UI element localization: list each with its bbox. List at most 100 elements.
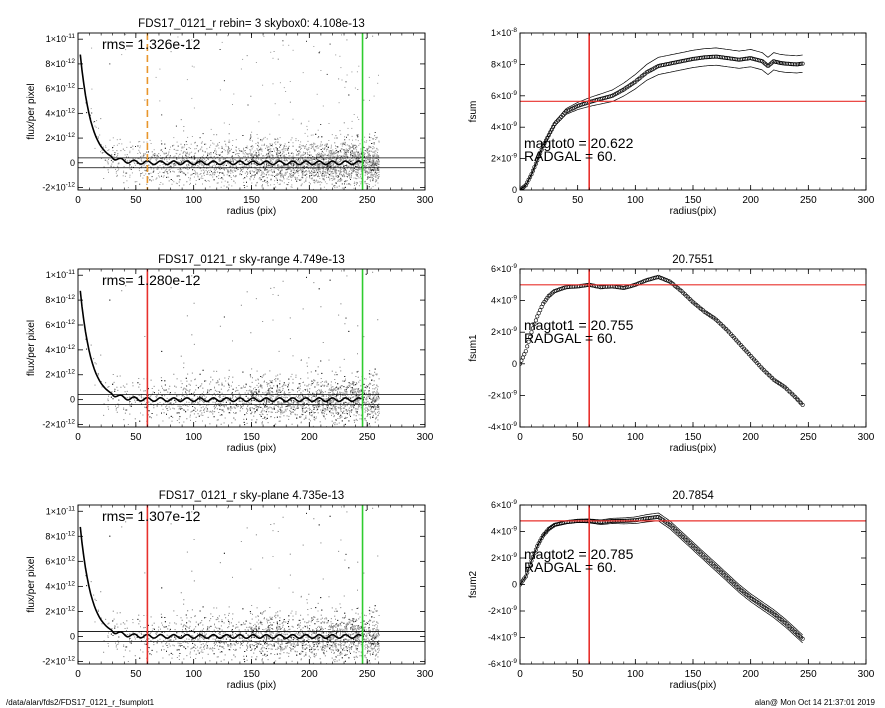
scatter-point — [378, 140, 380, 142]
scatter-point — [268, 146, 270, 148]
scatter-point — [132, 148, 134, 150]
scatter-point — [372, 156, 374, 157]
scatter-point — [344, 151, 346, 152]
scatter-point — [316, 157, 317, 159]
scatter-point — [219, 168, 221, 170]
scatter-point — [368, 168, 370, 170]
scatter-point — [294, 173, 296, 174]
scatter-point — [239, 174, 241, 176]
scatter-point — [280, 156, 282, 158]
scatter-point — [365, 162, 367, 163]
scatter-point — [283, 149, 285, 151]
scatter-point — [356, 146, 358, 148]
scatter-point — [356, 178, 358, 180]
scatter-point — [335, 171, 337, 173]
scatter-point — [166, 171, 168, 173]
scatter-point — [173, 156, 175, 158]
scatter-point — [124, 154, 126, 156]
x-tick-label: 50 — [130, 195, 142, 206]
scatter-point — [286, 159, 287, 161]
scatter-point — [260, 158, 262, 160]
scatter-point — [253, 155, 255, 157]
scatter-point — [191, 39, 193, 41]
scatter-point — [333, 178, 335, 180]
scatter-point — [279, 179, 281, 181]
scatter-point — [216, 182, 218, 184]
scatter-point — [234, 170, 236, 172]
scatter-point — [284, 165, 286, 167]
scatter-point — [378, 155, 380, 157]
scatter-point — [151, 156, 153, 158]
scatter-point — [318, 173, 320, 175]
scatter-point — [172, 180, 174, 181]
scatter-point — [268, 170, 270, 172]
scatter-point — [315, 181, 317, 183]
scatter-point — [229, 165, 231, 167]
scatter-point — [342, 168, 344, 170]
scatter-point — [223, 122, 225, 124]
scatter-point — [311, 173, 313, 175]
scatter-point — [190, 174, 192, 176]
scatter-point — [372, 186, 374, 188]
scatter-point — [297, 154, 298, 156]
scatter-point — [322, 170, 324, 172]
scatter-point — [290, 160, 292, 162]
x-axis: 0 50 100 150 200 250 300 — [75, 33, 434, 206]
scatter-point — [148, 173, 150, 175]
scatter-point — [365, 173, 367, 175]
scatter-point — [275, 186, 277, 188]
scatter-point — [219, 158, 221, 160]
scatter-point — [347, 176, 348, 178]
scatter-point — [231, 185, 233, 187]
scatter-point — [323, 159, 325, 161]
scatter-point — [108, 158, 109, 160]
scatter-point — [239, 159, 241, 161]
scatter-point — [309, 175, 311, 177]
scatter-point — [206, 156, 208, 158]
scatter-point — [355, 145, 357, 147]
scatter-point — [341, 156, 343, 158]
scatter-point — [364, 168, 366, 170]
scatter-point — [227, 152, 229, 153]
scatter-point — [214, 150, 215, 152]
scatter-point — [355, 155, 357, 157]
scatter-point — [292, 145, 294, 147]
scatter-point — [277, 154, 279, 156]
scatter-point — [334, 137, 336, 139]
scatter-point — [316, 164, 318, 166]
scatter-point — [161, 114, 163, 116]
scatter-point — [271, 166, 273, 167]
scatter-point — [304, 152, 306, 154]
scatter-point — [308, 193, 309, 194]
scatter-point — [292, 161, 294, 163]
scatter-point — [332, 176, 334, 178]
scatter-point — [330, 146, 332, 148]
scatter-point — [258, 171, 260, 173]
scatter-point — [244, 172, 246, 174]
scatter-point — [281, 159, 283, 161]
scatter-point — [347, 127, 349, 129]
scatter-point — [118, 162, 120, 164]
scatter-point — [188, 165, 190, 167]
scatter-point — [275, 161, 277, 163]
scatter-point — [284, 143, 286, 145]
scatter-point — [224, 169, 225, 171]
scatter-point — [350, 179, 351, 180]
scatter-point — [346, 170, 347, 172]
scatter-point — [366, 140, 368, 142]
scatter-point — [164, 158, 166, 160]
scatter-point — [319, 184, 321, 186]
scatter-point — [364, 136, 366, 138]
scatter-point — [339, 161, 340, 163]
scatter-point — [274, 138, 276, 140]
scatter-point — [228, 123, 230, 125]
scatter-point — [343, 172, 345, 173]
scatter-point — [225, 164, 227, 166]
scatter-point — [334, 155, 336, 157]
scatter-point — [314, 150, 316, 152]
scatter-point — [328, 160, 330, 162]
scatter-point — [317, 158, 319, 160]
scatter-point — [218, 142, 220, 143]
scatter-point — [110, 165, 112, 167]
scatter-point — [240, 68, 242, 70]
